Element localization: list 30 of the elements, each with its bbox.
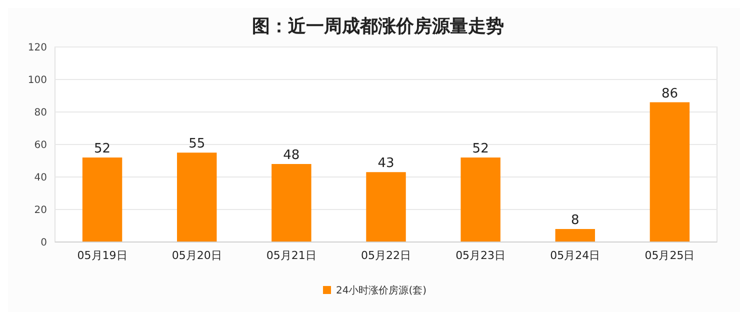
bar <box>366 172 406 242</box>
x-tick-label: 05月22日 <box>361 249 411 262</box>
y-tick-label: 100 <box>28 75 47 86</box>
data-label: 52 <box>94 142 111 156</box>
x-tick-label: 05月19日 <box>77 249 128 262</box>
data-label: 52 <box>472 142 489 156</box>
data-label: 86 <box>661 86 678 102</box>
x-tick-label: 05月23日 <box>456 249 506 262</box>
x-tick-label: 05月24日 <box>550 249 600 262</box>
data-label: 55 <box>188 136 206 152</box>
x-tick-label: 05月21日 <box>266 249 316 262</box>
data-label: 8 <box>571 213 580 228</box>
x-tick-label: 05月20日 <box>172 249 222 262</box>
chart-title: 图：近一周成都涨价房源量走势 <box>252 16 504 37</box>
bar <box>650 102 690 242</box>
y-tick-label: 120 <box>28 42 47 54</box>
bar <box>272 164 312 242</box>
bar <box>82 158 122 242</box>
x-tick-label: 05月25日 <box>644 249 695 262</box>
bar <box>460 158 500 242</box>
data-label: 43 <box>378 156 394 172</box>
y-tick-label: 20 <box>34 205 47 216</box>
legend-label: 24小时涨价房源(套) <box>336 284 427 296</box>
bar <box>555 229 596 242</box>
y-tick-label: 0 <box>40 238 47 248</box>
y-tick-label: 40 <box>34 172 47 184</box>
bar <box>176 152 217 242</box>
data-label: 48 <box>283 148 300 163</box>
y-tick-label: 80 <box>34 108 47 118</box>
y-tick-label: 60 <box>34 140 47 151</box>
